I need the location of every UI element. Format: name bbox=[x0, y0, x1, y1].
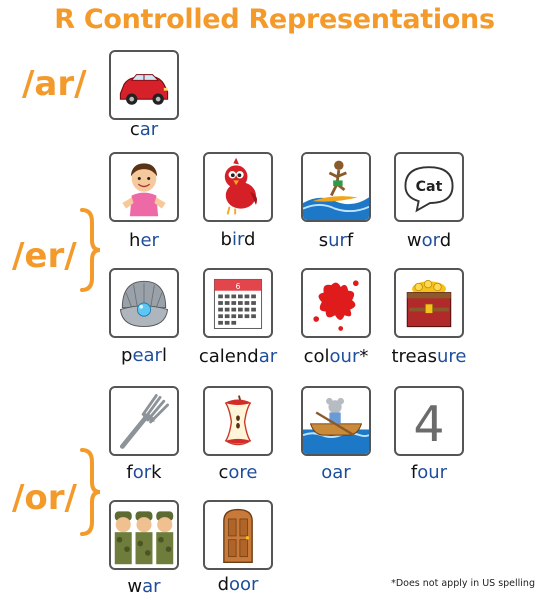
card-door[interactable] bbox=[203, 500, 273, 570]
sound-label-er: /er/ bbox=[12, 236, 77, 276]
word-word: word bbox=[406, 230, 452, 251]
card-calendar[interactable]: 6 bbox=[203, 268, 273, 338]
card-surf[interactable] bbox=[301, 152, 371, 222]
svg-text:4: 4 bbox=[413, 395, 444, 453]
page-title: R Controlled Representations bbox=[54, 4, 495, 35]
word-colour: colour* bbox=[303, 346, 369, 367]
speech-bubble-icon: Cat bbox=[404, 166, 454, 213]
word-fork: fork bbox=[126, 462, 162, 483]
word-war: war bbox=[127, 576, 161, 597]
paint-splat-icon bbox=[313, 280, 359, 331]
rowing-boat-icon bbox=[303, 397, 369, 454]
card-four[interactable]: 4 bbox=[394, 386, 464, 456]
card-car[interactable] bbox=[109, 50, 179, 120]
treasure-chest-icon bbox=[406, 279, 452, 328]
word-calendar: calendar bbox=[198, 346, 278, 367]
brace-er bbox=[80, 208, 101, 292]
brace-or bbox=[80, 448, 101, 536]
fork-icon bbox=[119, 394, 169, 449]
svg-text:Cat: Cat bbox=[416, 179, 443, 195]
word-oar: oar bbox=[321, 462, 351, 483]
card-bird[interactable] bbox=[203, 152, 273, 222]
door-icon bbox=[223, 508, 253, 564]
surfer-icon bbox=[303, 154, 369, 220]
word-core: core bbox=[218, 462, 258, 483]
card-treasure[interactable] bbox=[394, 268, 464, 338]
bird-icon bbox=[224, 157, 257, 215]
card-war[interactable] bbox=[109, 500, 179, 570]
sound-label-or: /or/ bbox=[12, 478, 77, 518]
word-her: her bbox=[129, 230, 159, 251]
girl-icon bbox=[122, 163, 166, 217]
word-pearl: pearl bbox=[121, 345, 167, 366]
footnote: *Does not apply in US spelling bbox=[391, 578, 535, 589]
number-four-icon: 4 bbox=[413, 395, 444, 453]
soldiers-icon bbox=[114, 511, 174, 565]
sound-label-ar: /ar/ bbox=[22, 64, 87, 104]
word-four: four bbox=[410, 462, 448, 483]
word-treasure: treasure bbox=[391, 346, 467, 367]
word-door: door bbox=[217, 574, 259, 595]
card-word[interactable]: Cat bbox=[394, 152, 464, 222]
card-pearl[interactable] bbox=[109, 268, 179, 338]
word-surf: surf bbox=[318, 230, 354, 251]
card-core[interactable] bbox=[203, 386, 273, 456]
card-oar[interactable] bbox=[301, 386, 371, 456]
pearl-shell-icon bbox=[119, 280, 169, 328]
card-colour[interactable] bbox=[301, 268, 371, 338]
calendar-icon: 6 bbox=[213, 278, 263, 329]
apple-core-icon bbox=[224, 395, 252, 446]
car-icon bbox=[119, 74, 169, 105]
card-fork[interactable] bbox=[109, 386, 179, 456]
word-bird: bird bbox=[220, 229, 256, 250]
card-her[interactable] bbox=[109, 152, 179, 222]
word-car: car bbox=[129, 119, 159, 140]
svg-text:6: 6 bbox=[236, 282, 241, 291]
